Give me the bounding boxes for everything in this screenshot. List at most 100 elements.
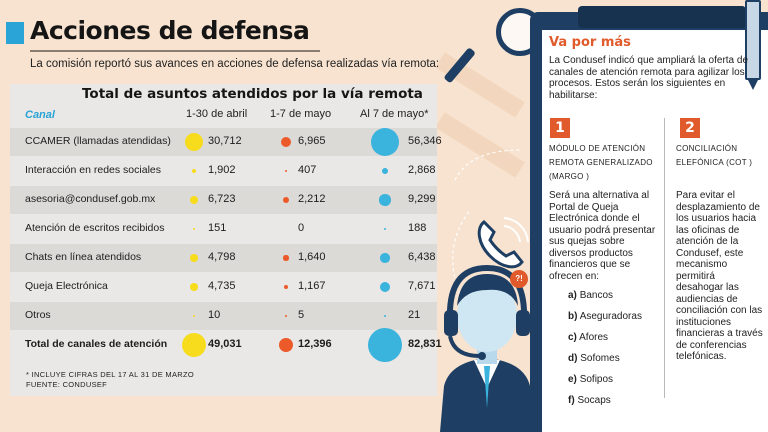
value-dot-al-mayo xyxy=(384,315,386,317)
option-text: Socaps xyxy=(577,395,611,406)
value-abril: 1,902 xyxy=(208,164,236,176)
table-row: Atención de escritos recibidos 151 0 188 xyxy=(10,215,437,243)
page-title: Acciones de defensa xyxy=(30,16,310,45)
pencil-icon xyxy=(745,0,761,80)
option-text: Afores xyxy=(579,332,609,343)
table-row: Total de canales de atención 49,031 12,396… xyxy=(10,328,442,362)
table-row: CCAMER (llamadas atendidas) 30,712 6,965 56… xyxy=(10,127,442,157)
option-letter: d) xyxy=(568,353,578,364)
option-letter: b) xyxy=(568,311,578,322)
row-label: asesoria@condusef.gob.mx xyxy=(25,193,156,205)
value-al-mayo: 9,299 xyxy=(408,193,436,205)
value-dot-al-mayo xyxy=(384,228,386,230)
value-mayo: 5 xyxy=(298,309,305,321)
value-dot-abril xyxy=(190,254,198,262)
section-2-title: CONCILIACIÓN ELEFÓNICA (COT ) xyxy=(676,144,753,167)
clipboard-clip xyxy=(578,6,746,28)
section-1-body: Será una alternativa al Portal de Queja … xyxy=(549,190,656,282)
row-label: CCAMER (llamadas atendidas) xyxy=(25,135,171,147)
option-text: Sofomes xyxy=(580,353,620,364)
value-dot-abril xyxy=(193,315,195,317)
value-mayo: 2,212 xyxy=(298,193,326,205)
title-underline xyxy=(30,50,320,52)
value-abril: 10 xyxy=(208,309,221,321)
option-text: Aseguradoras xyxy=(579,311,642,322)
option-letter: e) xyxy=(568,374,577,385)
value-dot-mayo xyxy=(279,338,293,352)
panel-intro: La Condusef indicó que ampliará la ofert… xyxy=(549,55,749,101)
value-dot-al-mayo xyxy=(370,127,399,157)
value-dot-mayo xyxy=(283,284,289,290)
source-text: FUENTE: CONDUSEF xyxy=(26,380,108,389)
channels-table: Total de asuntos atendidos por la vía re… xyxy=(10,84,442,396)
row-label: Queja Electrónica xyxy=(25,280,108,292)
table-footnote: * INCLUYE CIFRAS DEL 17 AL 31 DE MARZO F… xyxy=(26,370,194,390)
value-al-mayo: 82,831 xyxy=(408,338,442,350)
phone-icon xyxy=(477,217,529,269)
value-dot-mayo xyxy=(283,197,289,203)
section-2-body: Para evitar el desplazamiento de los usu… xyxy=(676,190,763,362)
value-mayo: 1,167 xyxy=(298,280,326,292)
value-mayo: 407 xyxy=(298,164,317,176)
option-text: Bancos xyxy=(579,290,614,301)
option-item: e) Sofipos xyxy=(568,374,613,385)
value-abril: 49,031 xyxy=(208,338,242,350)
value-abril: 6,723 xyxy=(208,193,236,205)
section-divider xyxy=(664,118,665,398)
value-dot-abril xyxy=(193,228,195,230)
value-abril: 30,712 xyxy=(208,135,242,147)
value-dot-mayo xyxy=(284,169,288,173)
value-abril: 4,735 xyxy=(208,280,236,292)
value-al-mayo: 6,438 xyxy=(408,251,436,263)
option-item: f) Socaps xyxy=(568,395,611,406)
title-accent-square xyxy=(6,22,24,44)
value-dot-abril xyxy=(182,333,206,357)
value-al-mayo: 56,346 xyxy=(408,135,442,147)
value-dot-abril xyxy=(184,132,204,152)
value-dot-mayo xyxy=(285,315,287,317)
column-header-canal: Canal xyxy=(25,109,55,121)
value-al-mayo: 2,868 xyxy=(408,164,436,176)
table-row: asesoria@condusef.gob.mx 6,723 2,212 9,299 xyxy=(10,186,437,214)
value-dot-al-mayo xyxy=(379,194,391,206)
value-al-mayo: 188 xyxy=(408,222,427,234)
value-dot-mayo xyxy=(280,136,292,148)
value-dot-al-mayo xyxy=(381,167,389,175)
value-dot-al-mayo xyxy=(379,281,391,293)
value-mayo: 1,640 xyxy=(298,251,326,263)
call-center-agent-icon xyxy=(440,264,534,432)
column-header-al-mayo: Al 7 de mayo* xyxy=(360,108,429,120)
table-row: Chats en línea atendidos 4,798 1,640 6,438 xyxy=(10,244,437,272)
option-letter: f) xyxy=(568,395,575,406)
footnote-text: * INCLUYE CIFRAS DEL 17 AL 31 DE MARZO xyxy=(26,370,194,379)
table-row: Otros 10 5 21 xyxy=(10,302,437,330)
option-item: a) Bancos xyxy=(568,290,613,301)
value-mayo: 12,396 xyxy=(298,338,332,350)
section-2-number: 2 xyxy=(680,118,700,138)
option-letter: c) xyxy=(568,332,577,343)
option-item: d) Sofomes xyxy=(568,353,620,364)
panel-heading: Va por más xyxy=(549,35,631,50)
option-letter: a) xyxy=(568,290,577,301)
value-dot-abril xyxy=(190,283,198,291)
value-mayo: 0 xyxy=(298,222,305,234)
value-dot-abril xyxy=(191,168,197,174)
clipboard-paper xyxy=(542,30,768,432)
page-subtitle: La comisión reportó sus avances en accio… xyxy=(30,58,440,70)
table-row: Interacción en redes sociales 1,902 407 2,8… xyxy=(10,157,437,185)
value-al-mayo: 7,671 xyxy=(408,280,436,292)
table-row: Queja Electrónica 4,735 1,167 7,671 xyxy=(10,273,437,301)
row-label: Otros xyxy=(25,309,51,321)
row-label: Atención de escritos recibidos xyxy=(25,222,165,234)
option-text: Sofipos xyxy=(579,374,614,385)
value-dot-abril xyxy=(189,195,199,205)
row-label: Chats en línea atendidos xyxy=(25,251,142,263)
exclamation-badge: ?! xyxy=(510,270,528,288)
value-mayo: 6,965 xyxy=(298,135,326,147)
value-dot-al-mayo xyxy=(380,253,390,263)
row-label: Total de canales de atención xyxy=(25,338,168,350)
pencil-tip xyxy=(748,80,758,90)
value-al-mayo: 21 xyxy=(408,309,421,321)
column-header-mayo: 1-7 de mayo xyxy=(270,108,332,120)
value-dot-mayo xyxy=(283,255,289,261)
